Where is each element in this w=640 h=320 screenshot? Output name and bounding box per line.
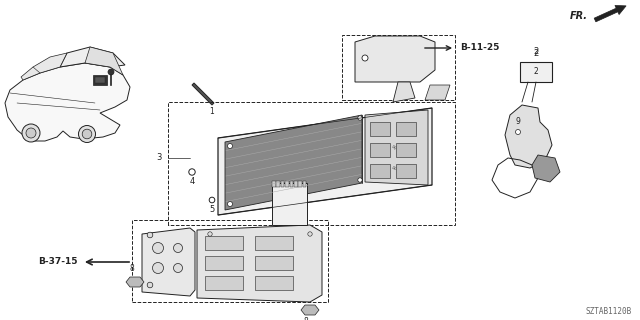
Text: 4p: 4p	[392, 146, 398, 150]
Circle shape	[358, 178, 362, 182]
Bar	[281, 181, 284, 187]
Text: 2: 2	[534, 68, 538, 76]
Polygon shape	[192, 83, 214, 105]
Polygon shape	[21, 53, 67, 80]
Text: B-37-15: B-37-15	[38, 258, 78, 267]
Polygon shape	[425, 85, 450, 100]
Circle shape	[358, 116, 362, 120]
Circle shape	[147, 232, 153, 238]
Text: SZTAB1120B: SZTAB1120B	[586, 307, 632, 316]
Circle shape	[147, 282, 153, 288]
Circle shape	[189, 169, 195, 175]
Text: FR.: FR.	[570, 11, 588, 21]
Text: 2: 2	[533, 49, 539, 58]
Polygon shape	[225, 115, 362, 210]
Polygon shape	[5, 63, 130, 141]
Polygon shape	[505, 105, 552, 168]
Polygon shape	[396, 122, 416, 136]
Bar	[520, 62, 552, 82]
Circle shape	[307, 307, 313, 313]
Circle shape	[173, 244, 182, 252]
Polygon shape	[255, 276, 293, 290]
Polygon shape	[370, 122, 390, 136]
Bar	[95, 77, 105, 83]
Polygon shape	[301, 305, 319, 315]
Circle shape	[22, 124, 40, 142]
Bar	[290, 181, 293, 187]
Polygon shape	[126, 277, 144, 287]
Text: 4b: 4b	[392, 165, 398, 171]
Polygon shape	[205, 276, 243, 290]
Circle shape	[227, 202, 232, 206]
Circle shape	[152, 262, 163, 274]
Polygon shape	[255, 256, 293, 270]
Polygon shape	[393, 82, 415, 102]
Text: 9: 9	[516, 117, 520, 126]
Circle shape	[208, 232, 212, 236]
Bar	[132, 220, 328, 302]
Text: 1: 1	[210, 108, 214, 116]
Bar	[272, 183, 307, 225]
Polygon shape	[396, 143, 416, 157]
Polygon shape	[396, 164, 416, 178]
Circle shape	[152, 243, 163, 253]
Text: B-11-25: B-11-25	[460, 44, 499, 52]
Bar	[303, 181, 307, 187]
Polygon shape	[205, 256, 243, 270]
Text: 2: 2	[533, 47, 539, 56]
Text: 8: 8	[130, 264, 134, 273]
Circle shape	[26, 128, 36, 138]
Circle shape	[515, 130, 520, 134]
Text: 4: 4	[189, 178, 195, 187]
Polygon shape	[205, 236, 243, 250]
Polygon shape	[355, 36, 435, 82]
Circle shape	[132, 279, 138, 285]
Polygon shape	[85, 47, 123, 75]
Bar	[272, 181, 275, 187]
Bar	[342, 35, 455, 100]
Polygon shape	[255, 236, 293, 250]
Polygon shape	[370, 164, 390, 178]
Circle shape	[227, 143, 232, 148]
Bar	[285, 181, 289, 187]
Circle shape	[308, 232, 312, 236]
Bar	[294, 181, 298, 187]
Circle shape	[108, 69, 114, 75]
Circle shape	[82, 129, 92, 139]
Polygon shape	[370, 143, 390, 157]
Text: 5: 5	[209, 205, 214, 214]
Circle shape	[79, 125, 95, 142]
Polygon shape	[365, 110, 428, 185]
FancyArrow shape	[594, 5, 626, 22]
Text: 3: 3	[157, 154, 162, 163]
Polygon shape	[60, 47, 125, 67]
Circle shape	[209, 197, 215, 203]
Text: 8: 8	[303, 317, 308, 320]
Bar	[298, 181, 302, 187]
Bar	[276, 181, 280, 187]
Polygon shape	[142, 228, 195, 296]
Circle shape	[173, 263, 182, 273]
Bar	[93, 75, 107, 85]
Polygon shape	[532, 155, 560, 182]
Polygon shape	[197, 225, 322, 302]
Circle shape	[362, 55, 368, 61]
Polygon shape	[218, 108, 432, 215]
